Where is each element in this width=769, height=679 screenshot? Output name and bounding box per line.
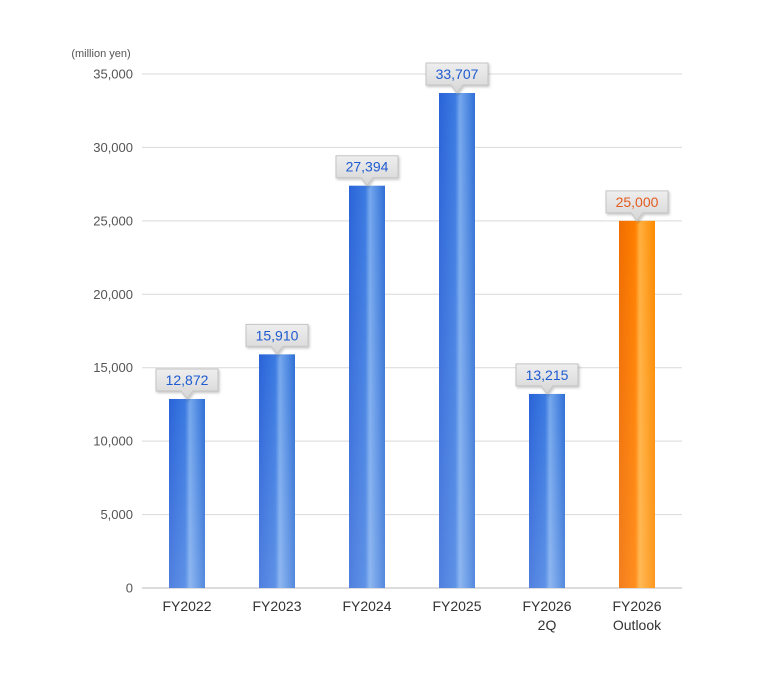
x-tick-label-line: 2Q <box>538 617 557 633</box>
value-callout-box <box>605 190 669 222</box>
bar-shading <box>169 398 205 588</box>
x-tick-label: FY2022 <box>162 598 211 614</box>
y-tick-label: 30,000 <box>93 140 133 155</box>
y-axis-unit-label: (million yen) <box>71 48 130 60</box>
value-callout-box <box>155 368 219 400</box>
value-callout <box>245 323 309 356</box>
bar-shading <box>529 393 565 588</box>
bar-value-label: 27,394 <box>346 159 389 175</box>
y-tick-label: 15,000 <box>93 360 133 375</box>
value-callout <box>155 368 219 400</box>
value-callout <box>335 155 399 187</box>
value-callout-box <box>515 363 579 395</box>
y-tick-label: 0 <box>126 581 133 596</box>
x-tick-label: FY2024 <box>342 598 391 614</box>
value-callout <box>605 190 669 222</box>
bar-0 <box>169 398 205 588</box>
x-tick-label-line: FY2022 <box>162 598 211 614</box>
x-tick-label-line: FY2024 <box>342 598 391 614</box>
bar-value-label: 13,215 <box>526 367 569 383</box>
bar-2 <box>349 185 385 589</box>
x-tick-label: FY2025 <box>432 598 481 614</box>
bar-3 <box>439 92 475 588</box>
bar-value-label: 15,910 <box>256 327 299 343</box>
value-callout-box <box>425 62 489 94</box>
y-tick-label: 25,000 <box>93 213 133 228</box>
bar-value-label: 12,872 <box>166 372 209 388</box>
y-tick-label: 5,000 <box>100 507 133 522</box>
bar-shading <box>619 220 655 588</box>
bar-1 <box>259 354 295 588</box>
bar-shading <box>349 185 385 589</box>
y-tick-label: 10,000 <box>93 434 133 449</box>
x-tick-label: FY2023 <box>252 598 301 614</box>
labels-layer: (million yen) 0 5,000 10,000 15,000 20,000 25,… <box>71 48 669 633</box>
bar-value-label: 33,707 <box>436 66 479 82</box>
value-callout <box>425 62 489 94</box>
bar-value-label: 25,000 <box>616 194 659 210</box>
value-callout <box>515 363 579 395</box>
x-tick-label-line: FY2026 <box>522 598 571 614</box>
x-tick-label-line: FY2025 <box>432 598 481 614</box>
value-callout-box <box>245 323 309 356</box>
x-tick-label: FY2026 2Q <box>522 598 571 633</box>
x-tick-label: FY2026 Outlook <box>612 598 662 633</box>
x-tick-label-line: Outlook <box>613 617 662 633</box>
grid-layer <box>142 73 682 589</box>
y-tick-label: 35,000 <box>93 67 133 82</box>
y-tick-label: 20,000 <box>93 287 133 302</box>
x-tick-label-line: FY2026 <box>612 598 661 614</box>
bars-layer <box>169 92 655 589</box>
bar-shading <box>439 92 475 588</box>
value-callout-box <box>335 155 399 187</box>
bar-shading <box>259 354 295 588</box>
x-tick-label-line: FY2023 <box>252 598 301 614</box>
bar-5 <box>619 220 655 588</box>
bar-4 <box>529 393 565 588</box>
